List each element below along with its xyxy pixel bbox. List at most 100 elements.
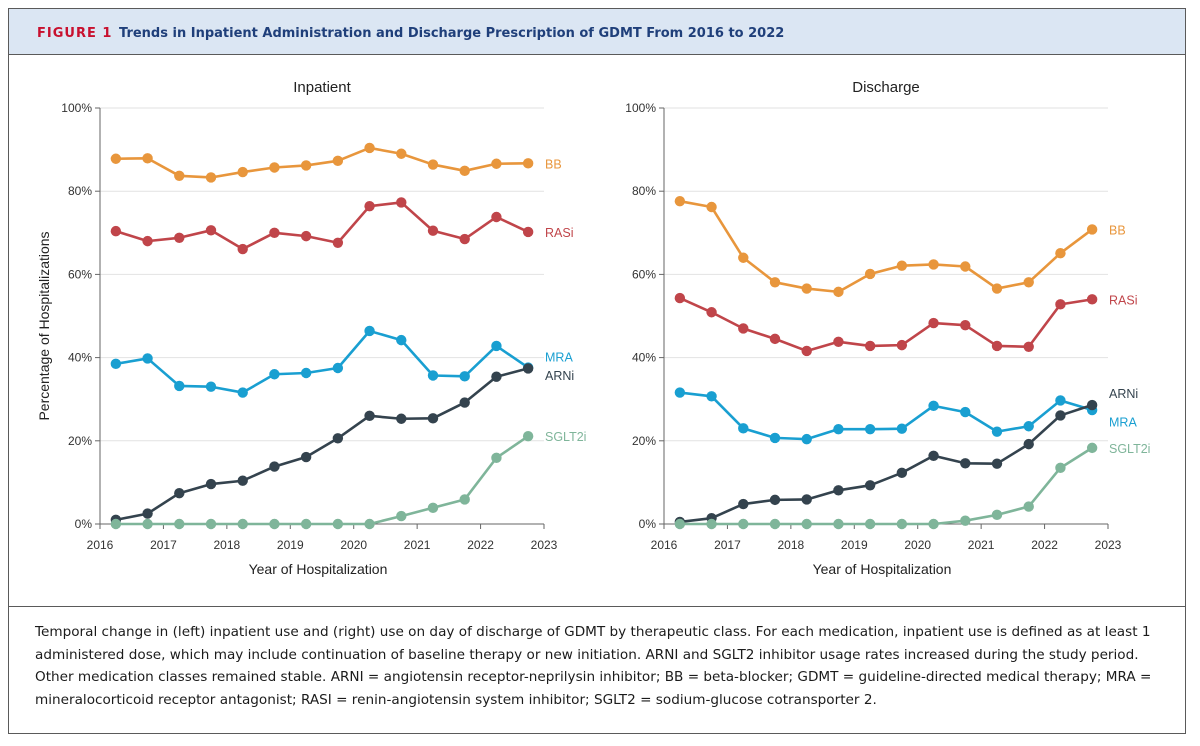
discharge-series-bb: BB <box>674 195 1126 298</box>
discharge-point-rasi <box>1086 294 1098 305</box>
discharge-point-mra <box>706 391 717 402</box>
inpatient-point-sglt2i <box>110 518 122 530</box>
inpatient-point-sglt2i <box>237 518 248 530</box>
inpatient-x-tick-label: 2019 <box>277 538 304 552</box>
discharge-point-bb <box>738 252 749 263</box>
figure-label: FIGURE 1 <box>37 26 113 41</box>
discharge-series-arni: ARNi <box>674 387 1138 528</box>
discharge-point-rasi <box>833 336 844 347</box>
inpatient-series-bb: BB <box>110 142 562 183</box>
discharge-line-bb <box>679 199 1093 294</box>
inpatient-point-mra <box>174 380 185 392</box>
discharge-point-sglt2i <box>928 518 939 530</box>
inpatient-series-sglt2i: SGLT2i <box>110 430 586 530</box>
inpatient-chart: Inpatient 0% 20% 40% 60% 80% 100% 2016 2017 2018 2… <box>36 79 586 577</box>
discharge-point-mra <box>1023 421 1034 432</box>
discharge-point-sglt2i <box>801 518 812 530</box>
inpatient-point-arni <box>332 433 344 444</box>
discharge-point-arni <box>769 494 781 506</box>
discharge-point-rasi <box>674 292 686 304</box>
inpatient-y-tick-label: 0% <box>75 517 93 531</box>
inpatient-point-rasi <box>237 243 248 255</box>
discharge-point-bb <box>864 268 876 280</box>
inpatient-point-sglt2i <box>396 510 407 522</box>
inpatient-point-bb <box>491 158 502 169</box>
discharge-point-arni <box>896 467 908 479</box>
inpatient-point-mra <box>110 358 122 370</box>
inpatient-line-sglt2i <box>115 435 529 526</box>
discharge-point-arni <box>801 494 812 505</box>
caption-divider <box>9 606 1185 607</box>
discharge-title: Discharge <box>852 79 920 96</box>
inpatient-point-bb <box>237 166 248 178</box>
figure-header: FIGURE 1 Trends in Inpatient Administrat… <box>9 9 1185 55</box>
charts-canvas: Inpatient 0% 20% 40% 60% 80% 100% 2016 2017 2018 2… <box>36 79 1150 577</box>
discharge-y-tick-label: 80% <box>632 184 656 198</box>
discharge-x-tick-label: 2019 <box>841 538 868 552</box>
discharge-point-mra <box>960 406 971 418</box>
discharge-point-sglt2i <box>1086 442 1098 454</box>
inpatient-point-rasi <box>396 197 407 208</box>
inpatient-line-mra <box>115 329 529 394</box>
inpatient-point-rasi <box>364 200 375 212</box>
discharge-point-sglt2i <box>706 518 717 530</box>
inpatient-point-rasi <box>300 230 312 242</box>
inpatient-legend-mra: MRA <box>545 350 573 364</box>
inpatient-point-mra <box>364 325 375 337</box>
inpatient-point-sglt2i <box>174 518 185 530</box>
discharge-point-bb <box>1086 224 1098 235</box>
inpatient-point-sglt2i <box>269 518 280 530</box>
inpatient-line-arni <box>115 367 529 522</box>
discharge-point-mra <box>833 423 844 435</box>
inpatient-point-mra <box>237 387 248 398</box>
inpatient-point-arni <box>522 363 534 374</box>
inpatient-x-tick-label: 2020 <box>340 538 367 552</box>
inpatient-point-arni <box>142 508 153 519</box>
discharge-series-sglt2i: SGLT2i <box>674 442 1150 530</box>
discharge-point-bb <box>1023 277 1034 288</box>
inpatient-point-sglt2i <box>300 518 312 530</box>
discharge-point-mra <box>674 387 686 398</box>
inpatient-point-bb <box>522 158 534 169</box>
inpatient-point-mra <box>205 381 217 392</box>
inpatient-series-mra: MRA <box>110 325 573 398</box>
inpatient-x-tick-label: 2021 <box>404 538 431 552</box>
discharge-point-bb <box>960 261 971 272</box>
discharge-point-rasi <box>801 345 812 357</box>
discharge-point-bb <box>833 286 844 298</box>
discharge-point-sglt2i <box>864 518 876 530</box>
inpatient-point-bb <box>205 172 217 183</box>
discharge-legend-rasi: RASi <box>1109 293 1137 307</box>
inpatient-point-sglt2i <box>522 431 534 442</box>
discharge-point-rasi <box>991 340 1003 352</box>
discharge-y-tick-label: 0% <box>639 517 657 531</box>
discharge-point-rasi <box>864 340 876 352</box>
figure-caption: Temporal change in (left) inpatient use … <box>35 624 1152 708</box>
inpatient-point-arni <box>427 413 439 424</box>
inpatient-point-sglt2i <box>491 452 502 464</box>
inpatient-point-bb <box>332 155 344 167</box>
discharge-point-mra <box>991 426 1003 437</box>
discharge-point-arni <box>1086 399 1098 411</box>
inpatient-y-tick-label: 20% <box>68 434 92 448</box>
discharge-point-sglt2i <box>1023 501 1034 512</box>
discharge-point-sglt2i <box>674 518 686 530</box>
discharge-point-rasi <box>1023 341 1034 352</box>
discharge-point-sglt2i <box>960 515 971 526</box>
discharge-x-tick-label: 2021 <box>968 538 995 552</box>
discharge-point-sglt2i <box>896 518 908 530</box>
inpatient-point-mra <box>459 371 470 382</box>
inpatient-point-bb <box>174 170 185 182</box>
discharge-point-sglt2i <box>833 518 844 530</box>
discharge-y-tick-label: 20% <box>632 434 656 448</box>
discharge-line-rasi <box>679 296 1093 353</box>
inpatient-title: Inpatient <box>293 79 351 96</box>
inpatient-x-tick-label: 2018 <box>214 538 241 552</box>
inpatient-point-rasi <box>427 225 439 236</box>
discharge-point-sglt2i <box>991 509 1003 521</box>
discharge-point-sglt2i <box>1055 462 1066 474</box>
inpatient-x-tick-label: 2017 <box>150 538 177 552</box>
discharge-point-sglt2i <box>738 518 749 530</box>
discharge-point-mra <box>864 423 876 435</box>
discharge-legend-bb: BB <box>1109 223 1126 237</box>
